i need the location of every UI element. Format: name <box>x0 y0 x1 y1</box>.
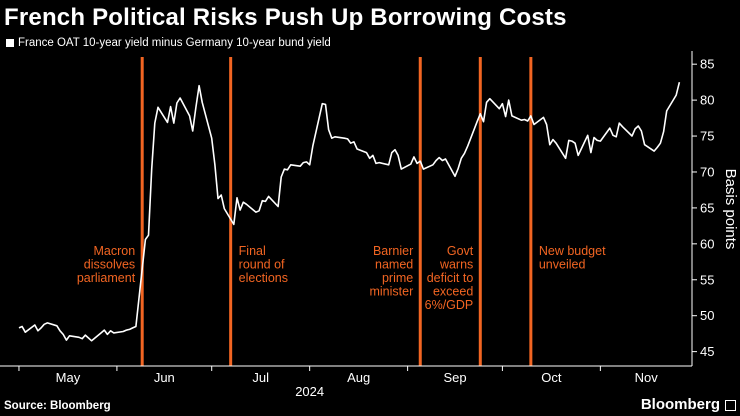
y-tick-label: 70 <box>700 164 714 179</box>
x-tick-label: Aug <box>347 370 370 385</box>
event-label: round of <box>239 258 285 272</box>
x-tick-label: Sep <box>443 370 466 385</box>
y-tick-label: 45 <box>700 344 714 359</box>
event-label: exceed <box>433 285 473 299</box>
event-label: elections <box>239 271 288 285</box>
legend-label: France OAT 10-year yield minus Germany 1… <box>18 37 331 49</box>
event-label: Macron <box>94 244 136 258</box>
y-axis-title: Basis points <box>722 169 739 250</box>
y-tick-label: 60 <box>700 236 714 251</box>
event-label: dissolves <box>84 258 135 272</box>
event-label: Govt <box>447 244 474 258</box>
event-label: minister <box>369 285 413 299</box>
x-tick-label: Jul <box>252 370 269 385</box>
chart-legend: France OAT 10-year yield minus Germany 1… <box>6 37 331 49</box>
y-tick-label: 55 <box>700 272 714 287</box>
spread-series-line <box>18 82 681 342</box>
event-label: New budget <box>539 244 606 258</box>
event-label: Final <box>239 244 266 258</box>
x-year-label: 2024 <box>295 384 324 399</box>
event-label: 6%/GDP <box>425 298 474 312</box>
y-tick-label: 85 <box>700 57 714 72</box>
event-label: warns <box>439 258 473 272</box>
event-label: prime <box>382 271 413 285</box>
y-tick-label: 75 <box>700 129 714 144</box>
event-label: unveiled <box>539 258 586 272</box>
y-tick-label: 80 <box>700 93 714 108</box>
x-tick-label: Oct <box>541 370 562 385</box>
chart-title: French Political Risks Push Up Borrowing… <box>4 4 567 31</box>
event-label: parliament <box>77 271 136 285</box>
x-tick-label: Jun <box>154 370 175 385</box>
brand-square-icon <box>725 400 736 411</box>
brand-logo: Bloomberg <box>640 396 720 413</box>
source-note: Source: Bloomberg <box>4 400 111 412</box>
x-tick-label: May <box>56 370 81 385</box>
x-tick-label: Nov <box>635 370 659 385</box>
event-label: named <box>375 258 413 272</box>
event-label: deficit to <box>427 271 474 285</box>
event-label: Barnier <box>373 244 413 258</box>
y-tick-label: 65 <box>700 200 714 215</box>
y-tick-label: 50 <box>700 308 714 323</box>
legend-swatch <box>6 39 14 47</box>
